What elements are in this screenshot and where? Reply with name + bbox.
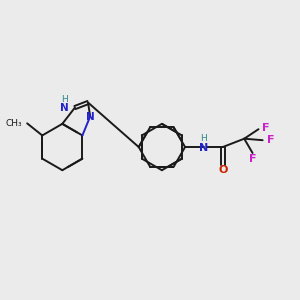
Text: F: F xyxy=(266,135,274,145)
Text: F: F xyxy=(249,154,256,164)
Text: CH₃: CH₃ xyxy=(5,119,22,128)
Text: N: N xyxy=(86,112,94,122)
Text: F: F xyxy=(262,123,270,133)
Text: H: H xyxy=(61,95,68,104)
Text: O: O xyxy=(218,165,227,175)
Text: H: H xyxy=(200,134,207,143)
Text: N: N xyxy=(60,103,68,112)
Text: N: N xyxy=(199,142,208,153)
